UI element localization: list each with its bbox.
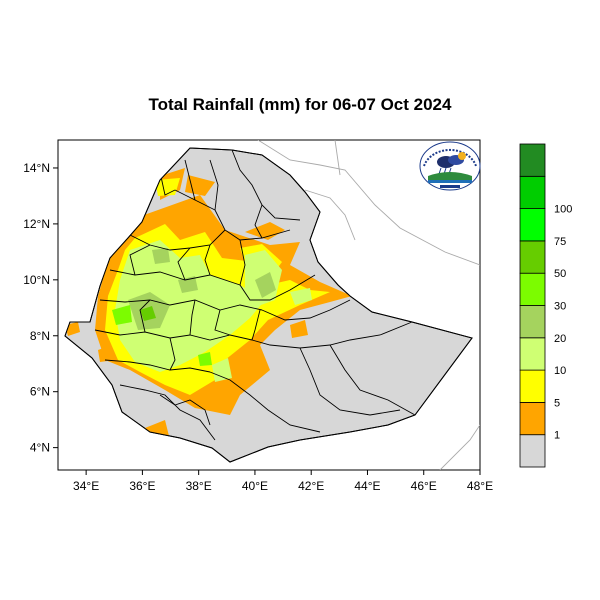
x-tick-label: 42°E xyxy=(298,479,324,493)
x-axis: 34°E 36°E 38°E 40°E 42°E 44°E 46°E 48°E xyxy=(73,470,493,493)
legend-swatch xyxy=(519,401,546,436)
y-axis: 14°N 12°N 10°N 8°N 6°N 4°N xyxy=(23,161,58,455)
y-tick-label: 10°N xyxy=(23,273,50,287)
x-tick-label: 34°E xyxy=(73,479,99,493)
legend-label: 50 xyxy=(554,268,566,280)
legend-swatch xyxy=(519,175,546,210)
legend-label: 20 xyxy=(554,333,566,345)
y-tick-label: 8°N xyxy=(30,329,50,343)
legend-colorbar: 1 5 10 20 30 50 75 100 xyxy=(519,143,572,468)
legend-swatch xyxy=(519,208,546,242)
ethiopia-outline xyxy=(64,147,473,463)
x-tick-label: 46°E xyxy=(411,479,437,493)
legend-swatch xyxy=(519,434,546,468)
legend-swatch xyxy=(519,369,546,403)
legend-label: 30 xyxy=(554,301,566,313)
legend-label: 10 xyxy=(554,365,566,377)
x-tick-label: 36°E xyxy=(129,479,155,493)
agency-logo xyxy=(419,141,481,191)
legend-swatch xyxy=(519,143,546,177)
x-tick-label: 48°E xyxy=(467,479,493,493)
neighbour-borders xyxy=(257,140,480,470)
y-tick-label: 12°N xyxy=(23,217,50,231)
legend-swatch xyxy=(519,240,546,274)
y-tick-label: 14°N xyxy=(23,161,50,175)
rain-band-50-75 xyxy=(140,306,156,321)
legend-label: 75 xyxy=(554,236,566,248)
region-boundaries xyxy=(94,149,416,441)
legend-label: 100 xyxy=(554,204,572,216)
x-tick-label: 44°E xyxy=(354,479,380,493)
legend-label: 1 xyxy=(554,430,560,442)
legend-swatch xyxy=(519,337,546,371)
legend-label: 5 xyxy=(554,397,560,409)
x-tick-label: 40°E xyxy=(242,479,268,493)
legend-swatch xyxy=(519,305,546,339)
y-tick-label: 6°N xyxy=(30,385,50,399)
y-tick-label: 4°N xyxy=(30,441,50,455)
map-title: Total Rainfall (mm) for 06-07 Oct 2024 xyxy=(148,95,452,114)
x-tick-label: 38°E xyxy=(186,479,212,493)
rain-band-30-50 xyxy=(112,305,212,366)
legend-swatch xyxy=(519,272,546,306)
